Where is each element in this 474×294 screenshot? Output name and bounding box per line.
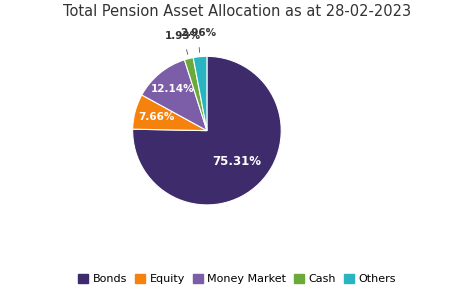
Text: 1.93%: 1.93%: [165, 31, 201, 41]
Text: 7.66%: 7.66%: [138, 112, 175, 122]
Text: 75.31%: 75.31%: [213, 155, 262, 168]
Wedge shape: [133, 56, 281, 205]
Text: 12.14%: 12.14%: [151, 84, 195, 94]
Wedge shape: [133, 95, 207, 131]
Text: 2.96%: 2.96%: [180, 28, 216, 38]
Legend: Bonds, Equity, Money Market, Cash, Others: Bonds, Equity, Money Market, Cash, Other…: [74, 270, 400, 289]
Wedge shape: [184, 58, 207, 131]
Wedge shape: [142, 60, 207, 131]
Title: Total Pension Asset Allocation as at 28-02-2023: Total Pension Asset Allocation as at 28-…: [63, 4, 411, 19]
Wedge shape: [193, 56, 207, 131]
